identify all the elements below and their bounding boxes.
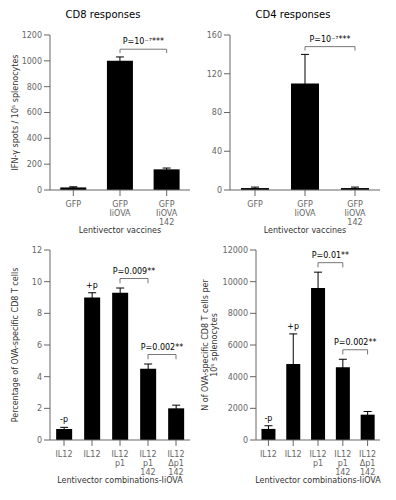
svg-text:P=10⁻⁷***: P=10⁻⁷*** (309, 35, 350, 44)
svg-text:0: 0 (243, 436, 248, 445)
svg-text:-p: -p (60, 415, 68, 424)
html-text:CD8 responses: CD8 responses (65, 9, 141, 20)
svg-text:P=0.009**: P=0.009** (113, 267, 155, 276)
svg-text:0: 0 (37, 436, 42, 445)
svg-text:P=0.01**: P=0.01** (312, 251, 349, 260)
svg-text:GFPIiOVA142: GFPIiOVA142 (156, 200, 178, 227)
svg-text:IL12: IL12 (84, 450, 101, 459)
svg-text:IL12Δp1142: IL12Δp1142 (359, 450, 376, 477)
svg-text:1000: 1000 (22, 57, 42, 66)
svg-text:IL12p1: IL12p1 (112, 450, 129, 468)
svg-text:GFPIiOVA: GFPIiOVA (294, 200, 316, 218)
svg-text:2: 2 (37, 404, 42, 413)
svg-text:800: 800 (27, 83, 42, 92)
svg-text:4: 4 (37, 373, 42, 382)
svg-text:1200: 1200 (22, 31, 42, 40)
html-text:CD4 responses: CD4 responses (255, 9, 331, 20)
svg-text:IL12p1142: IL12p1142 (334, 450, 351, 477)
svg-text:200: 200 (27, 160, 42, 169)
svg-text:4000: 4000 (228, 373, 248, 382)
svg-text:P=10⁻⁷***: P=10⁻⁷*** (123, 37, 164, 46)
svg-text:GFP: GFP (66, 200, 82, 209)
svg-text:2000: 2000 (228, 404, 248, 413)
svg-text:40: 40 (212, 147, 222, 156)
svg-text:80: 80 (212, 108, 222, 117)
svg-text:600: 600 (27, 108, 42, 117)
svg-text:Lentivector combinations-IiOVA: Lentivector combinations-IiOVA (57, 476, 183, 485)
svg-text:6000: 6000 (228, 341, 248, 350)
svg-text:IL12Δp1142: IL12Δp1142 (168, 450, 185, 477)
svg-text:Lentivector vaccines: Lentivector vaccines (264, 226, 346, 235)
svg-text:+p: +p (86, 281, 98, 290)
svg-text:6: 6 (37, 341, 42, 350)
svg-text:GFPIiOVA: GFPIiOVA (109, 200, 131, 218)
svg-text:0: 0 (217, 186, 222, 195)
svg-text:12000: 12000 (223, 246, 248, 255)
svg-text:12: 12 (32, 246, 42, 255)
svg-text:IL12: IL12 (56, 450, 73, 459)
svg-text:+p: +p (287, 322, 299, 331)
svg-text:10000: 10000 (223, 278, 248, 287)
svg-text:Lentivector vaccines: Lentivector vaccines (79, 226, 161, 235)
svg-text:IL12p1142: IL12p1142 (140, 450, 157, 477)
svg-text:160: 160 (207, 31, 222, 40)
svg-text:IL12: IL12 (260, 450, 277, 459)
svg-text:P=0.002**: P=0.002** (141, 343, 183, 352)
svg-text:N of OVA-specific CD8 T cells: N of OVA-specific CD8 T cells per10⁵ spl… (201, 279, 219, 411)
svg-text:IFN-γ spots / 10⁵ splenocytes: IFN-γ spots / 10⁵ splenocytes (11, 55, 20, 171)
svg-text:8000: 8000 (228, 309, 248, 318)
svg-text:P=0.002**: P=0.002** (334, 338, 376, 347)
svg-text:GFPIiOVA142: GFPIiOVA142 (344, 200, 366, 227)
svg-text:Percentage of OVA-specific CD8: Percentage of OVA-specific CD8 T cells (11, 268, 20, 423)
svg-text:120: 120 (207, 70, 222, 79)
svg-text:-p: -p (264, 414, 272, 423)
svg-text:10: 10 (32, 278, 42, 287)
svg-text:0: 0 (37, 186, 42, 195)
svg-text:Lentivector combinations-IiOVA: Lentivector combinations-IiOVA (255, 476, 381, 485)
svg-text:400: 400 (27, 134, 42, 143)
svg-text:IL12p1: IL12p1 (310, 450, 327, 468)
svg-text:IL12: IL12 (285, 450, 302, 459)
svg-text:8: 8 (37, 309, 42, 318)
svg-text:GFP: GFP (247, 200, 263, 209)
